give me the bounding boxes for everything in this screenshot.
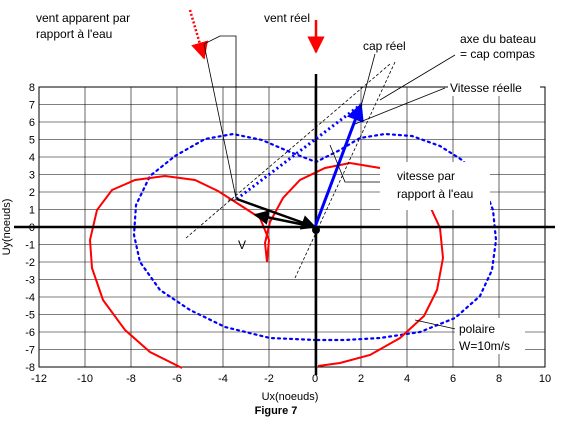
y-tick-label: 8 bbox=[29, 82, 35, 94]
leader-axe-bateau bbox=[379, 54, 456, 101]
label-polaire-1: polaire bbox=[459, 322, 495, 336]
leader-cap-reel bbox=[359, 53, 376, 111]
leader-vitesse-reelle bbox=[354, 87, 446, 125]
x-axis-label: Ux(noeuds) bbox=[262, 391, 319, 403]
origin-dot bbox=[312, 226, 320, 234]
x-tick-label: -2 bbox=[264, 373, 274, 385]
apparent-wind-blue-dotted bbox=[235, 103, 362, 201]
y-tick-label: -8 bbox=[25, 362, 35, 374]
label-vitesse-eau-2: rapport à l'eau bbox=[397, 187, 473, 201]
y-tick-label: -4 bbox=[25, 292, 35, 304]
y-tick-label: 6 bbox=[29, 117, 35, 129]
x-tick-label: -10 bbox=[77, 373, 93, 385]
x-tick-label: 6 bbox=[450, 373, 456, 385]
x-tick-label: 4 bbox=[404, 373, 410, 385]
vitesse-eau-box bbox=[380, 162, 490, 210]
y-tick-label: 7 bbox=[29, 100, 35, 112]
label-vitesse-reelle: Vitesse réelle bbox=[450, 81, 522, 95]
label-polaire-2: W=10m/s bbox=[459, 339, 510, 353]
v-vector bbox=[253, 210, 316, 229]
y-tick-label: 1 bbox=[29, 205, 35, 217]
x-tick-label: -8 bbox=[126, 373, 136, 385]
label-v: V bbox=[238, 238, 246, 252]
label-cap-reel: cap réel bbox=[363, 39, 406, 53]
label-vent-reel: vent réel bbox=[264, 11, 310, 25]
tick-labels: -12-10-8-6-4-20246810876543210-1-2-3-4-5… bbox=[25, 82, 551, 385]
x-tick-label: 2 bbox=[358, 373, 364, 385]
y-tick-label: -3 bbox=[25, 275, 35, 287]
red-polar-curve bbox=[88, 161, 445, 369]
polaire-box bbox=[455, 318, 525, 354]
x-tick-label: -4 bbox=[218, 373, 228, 385]
x-tick-label: -12 bbox=[31, 373, 47, 385]
leader-vitesse-eau bbox=[329, 144, 380, 183]
y-tick-label: 3 bbox=[29, 170, 35, 182]
y-tick-label: -2 bbox=[25, 257, 35, 269]
apparent-wind-arrow bbox=[188, 9, 208, 60]
y-tick-label: 4 bbox=[29, 152, 35, 164]
vitesse-reelle-box bbox=[448, 79, 540, 96]
y-tick-label: -7 bbox=[25, 345, 35, 357]
y-tick-label: 2 bbox=[29, 187, 35, 199]
figure-caption: Figure 7 bbox=[255, 405, 298, 417]
y-tick-label: -1 bbox=[25, 240, 35, 252]
label-vent-apparent-2: rapport à l'eau bbox=[36, 27, 112, 41]
label-axe-bateau-1: axe du bateau bbox=[460, 32, 536, 46]
x-tick-label: 8 bbox=[496, 373, 502, 385]
label-vent-apparent-1: vent apparent par bbox=[36, 11, 130, 25]
y-tick-label: -6 bbox=[25, 327, 35, 339]
label-vitesse-eau-1: vitesse par bbox=[397, 169, 455, 183]
x-tick-label: -6 bbox=[172, 373, 182, 385]
label-axe-bateau-2: = cap compas bbox=[460, 47, 535, 61]
leader-vent-apparent bbox=[203, 35, 237, 201]
apparent-wind-vector bbox=[236, 197, 317, 230]
leader-polaire bbox=[414, 319, 461, 331]
x-tick-label: 0 bbox=[312, 373, 318, 385]
y-tick-label: -5 bbox=[25, 310, 35, 322]
blue-polar-curve bbox=[132, 132, 498, 342]
leader-vent-apparent-2 bbox=[203, 43, 237, 199]
y-axis-label: Uy(noeuds) bbox=[1, 199, 13, 256]
y-tick-label: 5 bbox=[29, 135, 35, 147]
x-tick-label: 10 bbox=[539, 373, 551, 385]
